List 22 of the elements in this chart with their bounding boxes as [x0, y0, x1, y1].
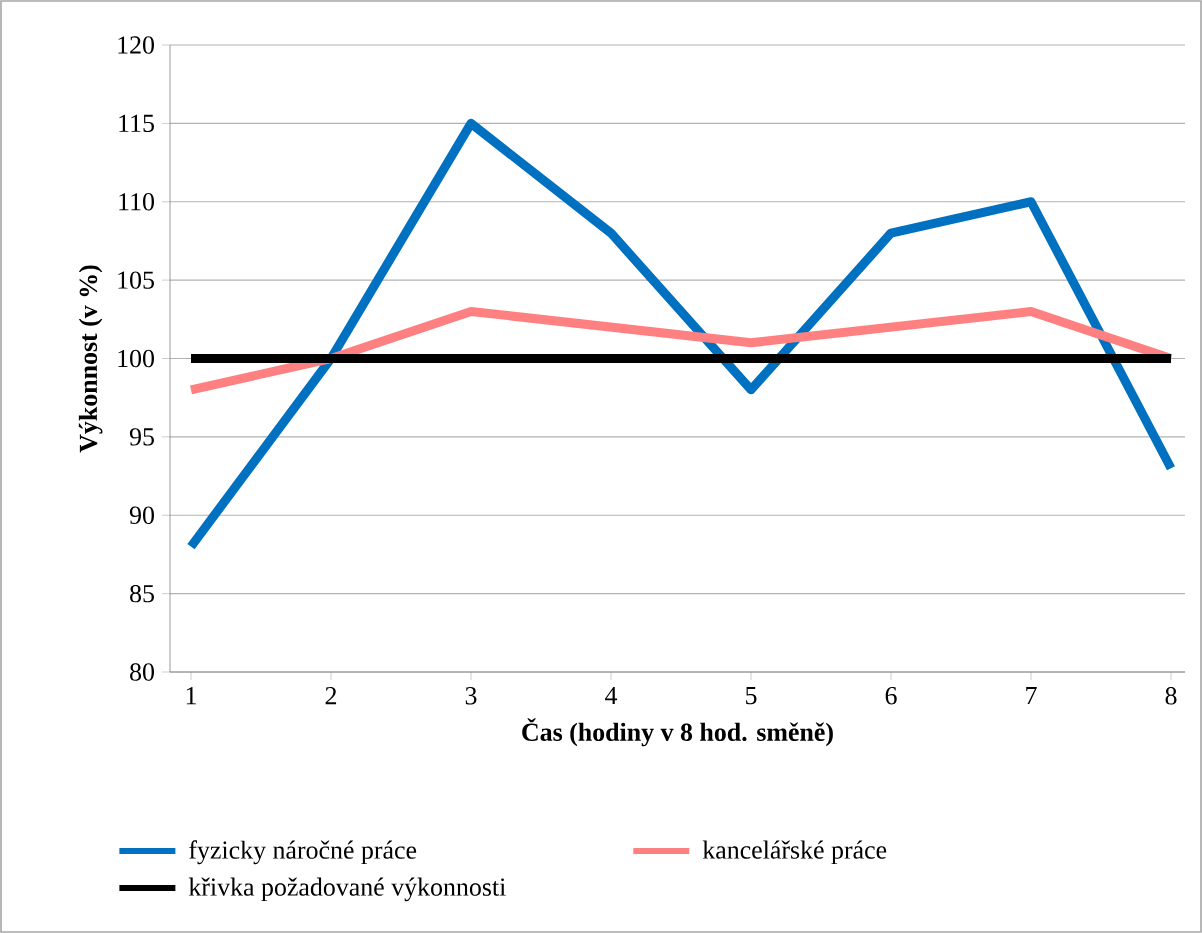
x-axis-title: Čas (hodiny v 8 hod. směně): [522, 718, 833, 747]
x-tick-label: 7: [1026, 687, 1037, 704]
y-tick-label: 105: [118, 271, 154, 289]
y-tick-label: 120: [118, 36, 154, 54]
x-tick-label: 4: [605, 687, 618, 705]
legend-label: fyzicky náročné práce: [189, 840, 417, 865]
y-tick-label: 90: [129, 506, 154, 524]
y-tick-label: 95: [129, 428, 154, 446]
x-tick-label: 8: [1165, 687, 1177, 705]
legend-label: kancelářské práce: [702, 840, 887, 864]
x-tick-label: 6: [885, 687, 897, 705]
x-tick-label: 3: [465, 687, 477, 705]
y-tick-label: 85: [130, 584, 154, 603]
x-tick-label: 5: [746, 687, 757, 705]
x-tick-label: 1: [186, 687, 196, 705]
y-axis-title: Výkonnost (v %): [78, 265, 103, 453]
x-tick-label: 2: [325, 687, 337, 705]
y-tick-label: 115: [119, 114, 154, 133]
legend-label: křivka požadované výkonnosti: [188, 877, 506, 902]
y-tick-label: 110: [119, 193, 154, 211]
y-tick-label: 100: [118, 349, 154, 368]
y-tick-label: 80: [130, 663, 154, 681]
